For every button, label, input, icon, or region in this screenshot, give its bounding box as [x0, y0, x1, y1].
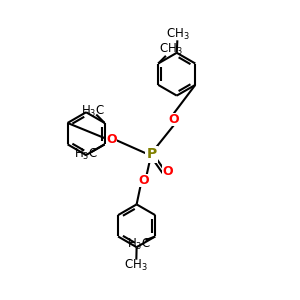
Text: O: O — [162, 165, 172, 178]
Text: O: O — [168, 113, 179, 126]
Text: O: O — [106, 133, 116, 146]
Text: O: O — [138, 174, 149, 187]
Text: CH$_3$: CH$_3$ — [159, 41, 183, 56]
Text: H$_3$C: H$_3$C — [74, 147, 98, 162]
Text: CH$_3$: CH$_3$ — [124, 258, 148, 273]
Text: H$_3$C: H$_3$C — [81, 104, 105, 119]
Text: CH$_3$: CH$_3$ — [167, 27, 190, 42]
Text: H$_3$C: H$_3$C — [127, 237, 151, 252]
Text: P: P — [146, 148, 157, 161]
